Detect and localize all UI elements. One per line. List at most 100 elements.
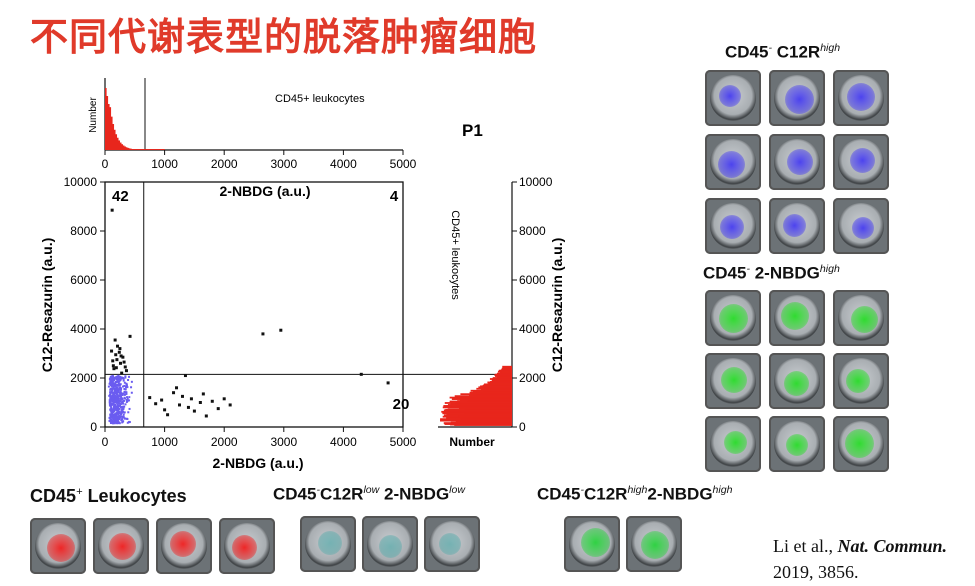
scatter-ytick: 4000 [70,322,97,336]
right-histogram-ytick: 2000 [519,371,546,385]
nbdg-high-cell [705,416,761,472]
top-histogram-xtick: 4000 [330,157,357,171]
scatter-point [125,400,128,403]
scatter-point [120,413,123,416]
scatter-xtick: 5000 [390,435,417,449]
scatter-point [117,398,120,401]
scatter-point [126,397,129,400]
scatter-point [126,396,129,399]
count-upper-left: 42 [112,188,129,205]
scatter-point [112,416,115,419]
right-histogram-ytick: 10000 [519,175,553,189]
scatter-point [110,404,113,407]
scatter-point [112,387,115,390]
leukocyte-cell [93,518,149,574]
scatter-point [111,382,114,385]
scatter-point [114,396,117,399]
low-low-cell [424,516,480,572]
scatter-point [116,399,119,402]
scatter-point [118,388,121,391]
scatter-point [125,392,128,395]
scatter-point [118,402,121,405]
scatter-point [119,354,123,358]
scatter-point [128,407,131,410]
scatter-point [115,358,119,362]
scatter-point [110,382,113,385]
scatter-point [115,375,118,378]
scatter-point [111,389,114,392]
blue-cluster-points [107,374,133,425]
scatter-ytick: 2000 [70,371,97,385]
histogram-bar [145,149,147,150]
scatter-point [109,417,112,420]
scatter-point [116,403,119,406]
top-histogram-ticks: 0 1000 2000 3000 4000 5000 [102,150,417,171]
histogram-bar [124,146,126,150]
scatter-point [118,399,121,402]
scatter-point [114,391,117,394]
scatter-point [123,387,126,390]
scatter-point [120,371,124,375]
scatter-point [115,384,118,387]
scatter-point [119,391,122,394]
scatter-ylabel: C12-Resazurin (a.u.) [39,238,55,373]
scatter-point [130,386,133,389]
scatter-xlabel: 2-NBDG (a.u.) [213,455,304,471]
scatter-point [110,412,113,415]
scatter-ytick: 10000 [64,175,98,189]
label-high-high: CD45-C12Rhigh2-NBDGhigh [537,484,733,504]
scatter-point [121,415,124,418]
scatter-point [108,402,111,405]
c12r-high-cell [833,70,889,126]
scatter-point [122,413,125,416]
scatter-point [117,375,120,378]
scatter-point [124,369,128,373]
top-histogram-ylabel: Number [88,97,99,133]
scatter-point [113,418,116,421]
scatter-point [124,403,127,406]
scatter-point [120,388,123,391]
scatter-point [118,380,121,383]
nbdg-high-cell [705,353,761,409]
count-lower-right: 20 [393,396,410,413]
scatter-point [166,413,170,417]
scatter-point [112,409,115,412]
scatter-point [110,410,113,413]
histogram-bar [154,149,156,150]
right-histogram-ytick: 8000 [519,224,546,238]
scatter-point [109,409,112,412]
scatter-point [114,398,117,401]
scatter-point [112,386,115,389]
scatter-point [120,409,123,412]
scatter-point [124,385,127,388]
scatter-point [116,384,119,387]
scatter-point [111,359,115,363]
scatter-point [117,416,120,419]
scatter-point [116,393,119,396]
histogram-bar [127,147,129,150]
scatter-point [109,387,112,390]
scatter-point [114,420,117,423]
scatter-point [222,397,226,401]
scatter-point [210,399,214,403]
scatter-point [111,364,115,368]
scatter-point [120,387,123,390]
scatter-point [117,390,120,393]
scatter-point [119,397,122,400]
scatter-point [113,382,116,385]
scatter-point [114,405,117,408]
scatter-ytick: 0 [90,420,97,434]
scatter-point [122,410,125,413]
c12r-high-cell [769,134,825,190]
scatter-point [116,386,119,389]
histogram-bar [109,107,112,150]
scatter-point [110,399,113,402]
histogram-bar [148,149,150,150]
nbdg-high-cell [769,416,825,472]
histogram-bar [119,142,122,150]
histogram-bar [502,365,512,368]
scatter-point [109,380,112,383]
histogram-bar [133,149,135,150]
scatter-point [111,408,114,411]
scatter-point [180,394,184,398]
